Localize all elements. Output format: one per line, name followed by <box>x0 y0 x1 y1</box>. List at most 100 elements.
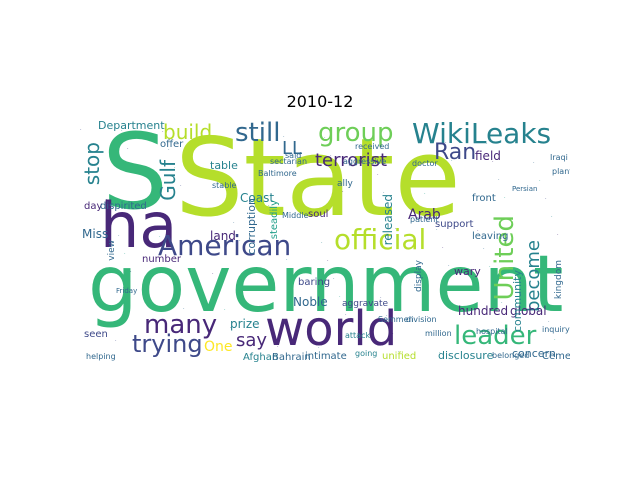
cloud-word: kingdom <box>554 260 564 300</box>
cloud-filler-word: · <box>342 189 344 195</box>
cloud-filler-word: · <box>177 288 179 294</box>
cloud-word: dispirited <box>100 201 147 212</box>
cloud-filler-word: · <box>480 351 482 357</box>
cloud-filler-word: · <box>548 319 550 325</box>
cloud-word: Miss <box>82 227 109 241</box>
cloud-word: Persian <box>512 185 538 193</box>
cloud-filler-word: · <box>180 183 182 189</box>
cloud-word: stable <box>212 181 237 190</box>
cloud-filler-word: · <box>448 263 450 269</box>
cloud-word: State <box>175 120 461 241</box>
cloud-filler-word: · <box>162 129 164 135</box>
cloud-word: ally <box>337 179 353 189</box>
cloud-filler-word: · <box>121 128 123 134</box>
cloud-filler-word: · <box>492 159 494 165</box>
cloud-word: build <box>163 120 213 144</box>
cloud-filler-word: · <box>227 202 229 208</box>
cloud-word: WikiLeaks <box>412 120 552 150</box>
cloud-filler-word: · <box>545 196 547 202</box>
cloud-word: going <box>355 349 378 358</box>
cloud-word: aggravate <box>342 299 389 309</box>
cloud-word: patient <box>410 215 439 224</box>
cloud-word: trying <box>132 330 203 358</box>
cloud-filler-word: · <box>130 269 132 275</box>
cloud-word: disclosure <box>438 349 494 362</box>
cloud-word: wary <box>454 265 481 278</box>
cloud-word: community <box>511 270 524 333</box>
cloud-filler-word: · <box>451 158 453 164</box>
cloud-word: helping <box>86 352 116 361</box>
cloud-filler-word: · <box>289 152 291 158</box>
cloud-filler-word: · <box>221 184 223 190</box>
cloud-word: Friday <box>116 287 138 295</box>
cloud-word: Arab <box>408 207 441 223</box>
cloud-filler-word: · <box>483 246 485 252</box>
cloud-filler-word: · <box>239 238 241 244</box>
cloud-word: received <box>355 142 390 151</box>
cloud-filler-word: · <box>174 165 176 171</box>
cloud-word: still <box>235 120 281 148</box>
cloud-filler-word: · <box>171 270 173 276</box>
cloud-word: released <box>381 194 395 246</box>
cloud-word: One <box>204 339 233 355</box>
cloud-filler-word: · <box>277 344 279 350</box>
cloud-filler-word: · <box>80 127 82 133</box>
cloud-filler-word: · <box>274 221 276 227</box>
cloud-word: front <box>472 193 496 204</box>
cloud-filler-word: · <box>292 275 294 281</box>
word-cloud: · · · · · · · · · · · · · · · · · · · · · · · · · · · · · · · · · · · · · · · ·… <box>80 120 570 366</box>
cloud-word: concern <box>512 347 556 360</box>
cloud-word: doctor <box>412 159 438 168</box>
cloud-filler-word: · <box>330 153 332 159</box>
cloud-filler-word: · <box>336 171 338 177</box>
cloud-filler-word: · <box>127 146 129 152</box>
cloud-word: Coast <box>240 191 275 205</box>
cloud-word: division <box>406 315 437 324</box>
cloud-word: Afghan <box>243 352 279 363</box>
cloud-word: aggressive <box>343 157 387 166</box>
cloud-word: Middle <box>282 211 309 220</box>
cloud-filler-word: · <box>495 282 497 288</box>
cloud-word: Ran <box>434 140 477 165</box>
cloud-filler-word: · <box>183 306 185 312</box>
cloud-word: Iraqi <box>550 153 568 162</box>
cloud-filler-word: · <box>477 228 479 234</box>
cloud-word: Baltimore <box>258 169 297 178</box>
cloud-word: sectarian <box>270 157 308 166</box>
cloud-filler-word: · <box>439 350 441 356</box>
cloud-filler-word: · <box>265 308 267 314</box>
cloud-filler-word: · <box>333 276 335 282</box>
cloud-word: American <box>158 229 292 262</box>
cloud-filler-word: · <box>389 208 391 214</box>
cloud-word: belonged <box>492 351 530 360</box>
cloud-word: attack <box>345 331 371 340</box>
cloud-word: Department <box>98 120 165 132</box>
cloud-filler-word: · <box>327 258 329 264</box>
cloud-filler-word: · <box>542 301 544 307</box>
cloud-word: hospital <box>476 327 508 336</box>
cloud-filler-word: · <box>339 294 341 300</box>
cloud-word: ha <box>100 189 178 262</box>
cloud-filler-word: · <box>371 154 373 160</box>
cloud-word: Gulf <box>156 160 180 201</box>
cloud-word: corruption <box>245 198 258 255</box>
cloud-filler-word: · <box>445 140 447 146</box>
cloud-word: said <box>285 151 302 160</box>
cloud-word: baring <box>298 277 331 288</box>
cloud-filler-word: · <box>271 326 273 332</box>
cloud-word: group <box>318 120 394 148</box>
cloud-word: inquiry <box>542 325 570 334</box>
cloud-filler-word: · <box>398 349 400 355</box>
cloud-filler-word: · <box>536 283 538 289</box>
cloud-filler-word: · <box>424 191 426 197</box>
cloud-word: leaving <box>472 231 509 242</box>
cloud-word: LL <box>282 138 303 159</box>
cloud-word: Bahrain <box>272 352 311 363</box>
cloud-filler-word: · <box>383 190 385 196</box>
cloud-filler-word: · <box>504 195 506 201</box>
cloud-filler-word: · <box>112 215 114 221</box>
cloud-filler-word: · <box>283 134 285 140</box>
cloud-filler-word: · <box>498 177 500 183</box>
cloud-filler-word: · <box>374 277 376 283</box>
cloud-filler-word: · <box>133 164 135 170</box>
